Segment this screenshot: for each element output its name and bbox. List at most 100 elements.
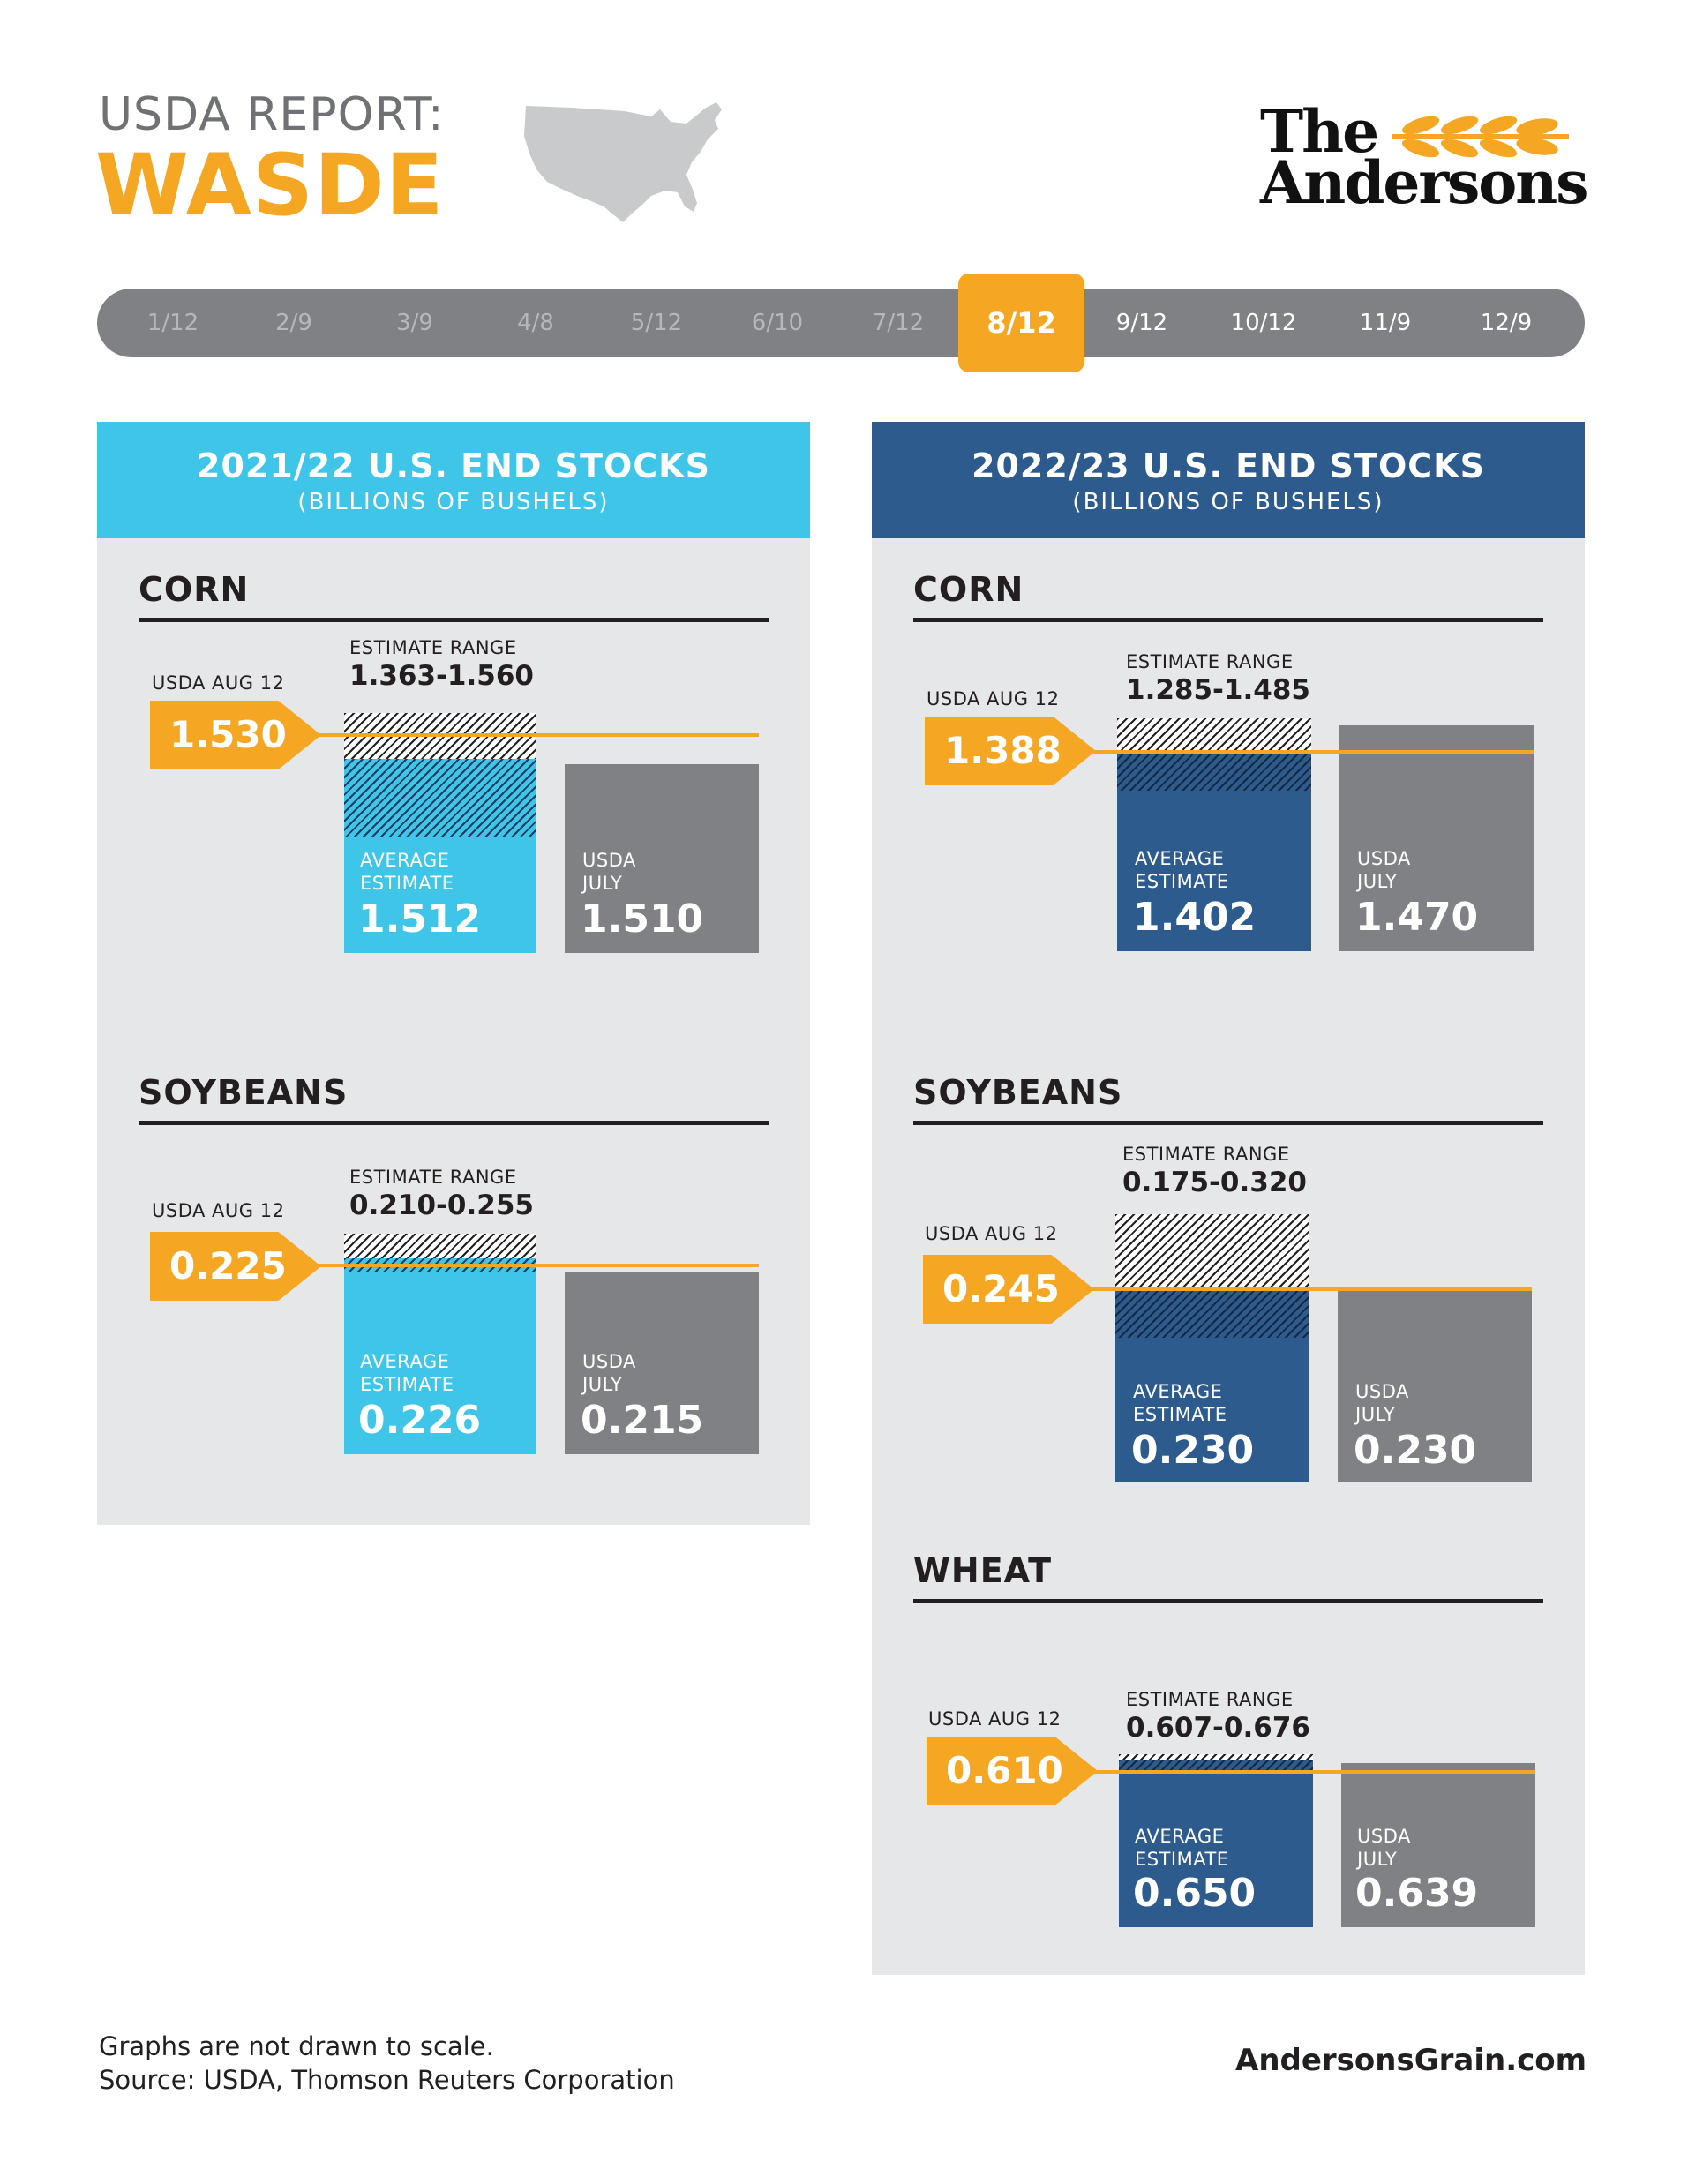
estimate-range-hatch [344,1234,536,1258]
average-estimate-label-2: ESTIMATE [1133,1404,1227,1425]
usda-july-label-1: USDA [582,850,636,871]
usda-aug-line [1038,1287,1532,1291]
divider-rule [139,618,769,622]
usda-july-value: 0.215 [581,1398,704,1443]
average-estimate-value: 1.402 [1133,895,1257,940]
usda-aug-value-tag: 0.610 [927,1737,1098,1805]
average-estimate-value: 0.230 [1131,1428,1255,1473]
timeline-date-1-12: 1/12 [146,310,199,336]
commodity-soybeans-2022: SOYBEANS [913,1073,1123,1112]
estimate-range-hatch [1117,718,1311,750]
estimate-range-label: ESTIMATE RANGE [349,637,517,658]
panel-2022-23-header: 2022/23 U.S. END STOCKS (BILLIONS OF BUS… [872,422,1585,538]
estimate-range-value: 0.210-0.255 [349,1190,534,1221]
timeline-date-5-12: 5/12 [630,310,683,336]
usda-aug-line [1041,1770,1535,1774]
estimate-range-value: 0.175-0.320 [1122,1167,1307,1198]
divider-rule [913,1599,1543,1603]
footer-scale-note: Graphs are not drawn to scale. [99,2031,494,2061]
footer-source: Source: USDA, Thomson Reuters Corporatio… [99,2065,675,2095]
average-estimate-label-2: ESTIMATE [360,873,454,894]
commodity-soybeans-2021: SOYBEANS [139,1073,349,1112]
usda-july-value: 0.230 [1354,1428,1477,1473]
estimate-range-label: ESTIMATE RANGE [1126,1689,1294,1710]
usda-aug-label: USDA AUG 12 [152,1200,285,1221]
footer-website-link[interactable]: AndersonsGrain.com [1235,2043,1587,2078]
average-estimate-label-1: AVERAGE [1133,1381,1223,1402]
usda-july-bar [565,1272,759,1454]
logo-text-the: The [1260,97,1379,166]
timeline-date-12-9: 12/9 [1480,310,1533,336]
commodity-corn-2022: CORN [913,570,1024,609]
usda-july-label-2: JULY [1355,1404,1396,1425]
average-estimate-label-2: ESTIMATE [360,1374,454,1395]
panel-2022-23-subtitle: (BILLIONS OF BUSHELS) [1072,489,1384,515]
usda-aug-line [1039,750,1534,754]
usda-july-label-1: USDA [1357,1826,1411,1847]
usda-july-label-1: USDA [1355,1381,1409,1402]
average-estimate-label-2: ESTIMATE [1135,871,1229,892]
panel-2021-22-title: 2021/22 U.S. END STOCKS [197,447,710,485]
usda-aug-value-tag: 0.225 [150,1232,321,1301]
timeline-date-4-8: 4/8 [517,310,554,336]
average-estimate-value: 0.226 [358,1398,482,1443]
average-estimate-label-1: AVERAGE [360,850,450,871]
panel-2021-22-subtitle: (BILLIONS OF BUSHELS) [297,489,610,515]
usda-aug-value-tag: 1.530 [150,701,321,769]
usda-july-bar [565,764,759,953]
average-estimate-label-1: AVERAGE [1135,848,1225,869]
usda-aug-label: USDA AUG 12 [925,1223,1058,1244]
usda-aug-label: USDA AUG 12 [927,688,1060,709]
timeline-date-active: 8/12 [958,274,1084,372]
usda-july-bar [1339,725,1534,951]
timeline-date-11-9: 11/9 [1359,310,1412,336]
logo-text-andersons: Andersons [1260,148,1588,217]
usda-aug-value-tag: 0.245 [923,1255,1094,1324]
usda-july-label-2: JULY [582,873,623,894]
average-estimate-bar [1119,1754,1313,1927]
usda-july-value: 1.470 [1355,895,1479,940]
usda-july-label-1: USDA [1357,848,1411,869]
usda-aug-line [265,1264,759,1267]
usda-july-label-2: JULY [1357,871,1398,892]
timeline-date-7-12: 7/12 [872,310,925,336]
estimate-range-hatch [1115,1214,1309,1288]
footer-note: Graphs are not drawn to scale. Source: U… [99,2030,675,2097]
usda-aug-label: USDA AUG 12 [152,672,285,694]
estimate-range-label: ESTIMATE RANGE [1126,651,1294,672]
usda-july-bar [1341,1763,1535,1927]
divider-rule [913,618,1543,622]
timeline-date-3-9: 3/9 [396,310,433,336]
report-title: WASDE [95,136,445,235]
estimate-range-value: 0.607-0.676 [1126,1712,1310,1744]
estimate-range-hatch-overlap [344,759,536,837]
estimate-range-value: 1.363-1.560 [349,660,534,692]
usda-july-label-1: USDA [582,1351,636,1372]
average-estimate-label-1: AVERAGE [1135,1826,1225,1847]
divider-rule [913,1121,1543,1125]
usda-aug-line [265,733,759,737]
usda-july-bar [1338,1288,1532,1482]
usda-aug-value-tag: 1.388 [925,717,1096,785]
panel-2022-23-title: 2022/23 U.S. END STOCKS [972,447,1485,485]
usda-july-label-2: JULY [1357,1849,1398,1870]
usda-july-value: 0.639 [1355,1871,1479,1916]
average-estimate-value: 0.650 [1133,1871,1257,1916]
panel-2021-22-header: 2021/22 U.S. END STOCKS (BILLIONS OF BUS… [97,422,810,538]
wheat-icon [1392,116,1569,158]
report-label: USDA REPORT: [99,88,445,141]
estimate-range-hatch-overlap [1115,1288,1309,1338]
andersons-logo: The Andersons [1253,97,1588,219]
divider-rule [139,1121,769,1125]
commodity-corn-2021: CORN [139,570,250,609]
estimate-range-label: ESTIMATE RANGE [1122,1144,1290,1165]
estimate-range-value: 1.285-1.485 [1126,674,1310,706]
average-estimate-value: 1.512 [358,897,482,942]
usda-july-label-2: JULY [582,1374,623,1395]
timeline-date-10-12: 10/12 [1230,310,1297,336]
timeline-date-9-12: 9/12 [1115,310,1168,336]
usda-aug-label: USDA AUG 12 [928,1708,1062,1730]
panel-2022-23 [872,422,1585,1975]
commodity-wheat-2022: WHEAT [913,1551,1053,1590]
average-estimate-label-1: AVERAGE [360,1351,450,1372]
